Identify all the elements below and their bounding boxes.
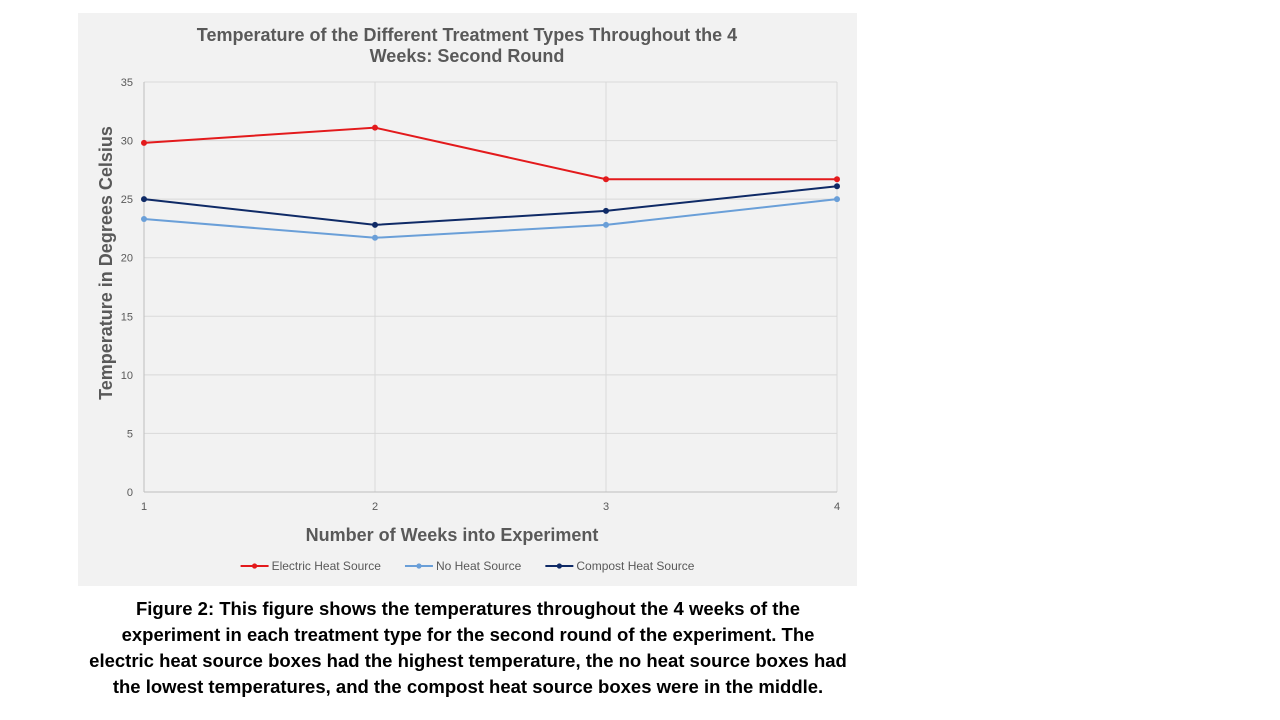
y-tick-label: 15 <box>121 311 133 323</box>
y-tick-label: 5 <box>127 428 133 440</box>
y-tick-label: 35 <box>121 77 133 89</box>
chart-title-line-1: Temperature of the Different Treatment T… <box>197 25 737 45</box>
y-tick-label: 0 <box>127 487 133 499</box>
x-tick-label: 2 <box>372 501 378 513</box>
caption-line: electric heat source boxes had the highe… <box>89 650 847 671</box>
line-chart: Temperature of the Different Treatment T… <box>96 25 840 573</box>
series-line-no-heat-source <box>143 198 838 239</box>
legend-marker <box>416 563 422 569</box>
y-tick-label: 10 <box>121 370 133 382</box>
legend-marker <box>556 563 562 569</box>
legend-label: Electric Heat Source <box>272 559 382 573</box>
legend-label: Compost Heat Source <box>576 559 694 573</box>
chart-title: Temperature of the Different Treatment T… <box>197 25 737 66</box>
x-tick-label: 3 <box>603 501 609 513</box>
data-point-electric-heat-source <box>141 139 147 146</box>
y-tick-labels: 0 5 10 15 20 25 30 35 <box>121 77 133 499</box>
series-line-electric-heat-source <box>143 126 837 181</box>
data-point-compost-heat-source <box>372 221 378 228</box>
y-tick-label: 20 <box>121 253 133 265</box>
caption-line: Figure 2: This figure shows the temperat… <box>135 598 801 619</box>
chart-title-line-2: Weeks: Second Round <box>370 46 565 66</box>
x-tick-label: 1 <box>141 501 147 513</box>
y-axis-title: Temperature in Degrees Celsius <box>96 126 116 400</box>
y-tick-label: 30 <box>121 136 133 148</box>
data-point-electric-heat-source <box>372 124 378 131</box>
legend-item: Electric Heat Source <box>240 559 382 573</box>
data-point-compost-heat-source <box>603 207 609 214</box>
data-point-no-heat-source <box>603 221 609 228</box>
legend-label: No Heat Source <box>436 559 522 573</box>
caption-line: the lowest temperatures, and the compost… <box>112 676 824 697</box>
data-point-no-heat-source <box>141 216 147 223</box>
x-tick-label: 4 <box>834 501 840 513</box>
legend: Electric Heat Source No Heat Source Compos… <box>240 559 695 573</box>
legend-item: No Heat Source <box>404 559 522 573</box>
gridlines <box>144 81 838 492</box>
series-line-compost-heat-source <box>143 185 838 226</box>
figure-caption: Figure 2: This figure shows the temperat… <box>20 596 916 700</box>
data-series <box>141 124 840 241</box>
data-point-no-heat-source <box>834 196 840 203</box>
legend-marker <box>251 563 258 569</box>
data-point-electric-heat-source <box>834 176 840 183</box>
data-point-compost-heat-source <box>834 183 840 190</box>
data-point-compost-heat-source <box>141 196 147 203</box>
y-tick-label: 25 <box>121 194 133 206</box>
axes <box>143 82 837 493</box>
data-point-no-heat-source <box>372 234 378 241</box>
x-axis-title: Number of Weeks into Experiment <box>306 525 599 545</box>
data-point-electric-heat-source <box>603 176 609 183</box>
chart-panel: Temperature of the Different Treatment T… <box>78 13 857 586</box>
caption-line: experiment in each treatment type for th… <box>121 624 815 645</box>
x-tick-labels: 1 2 3 4 <box>141 501 840 513</box>
legend-item: Compost Heat Source <box>545 559 695 573</box>
